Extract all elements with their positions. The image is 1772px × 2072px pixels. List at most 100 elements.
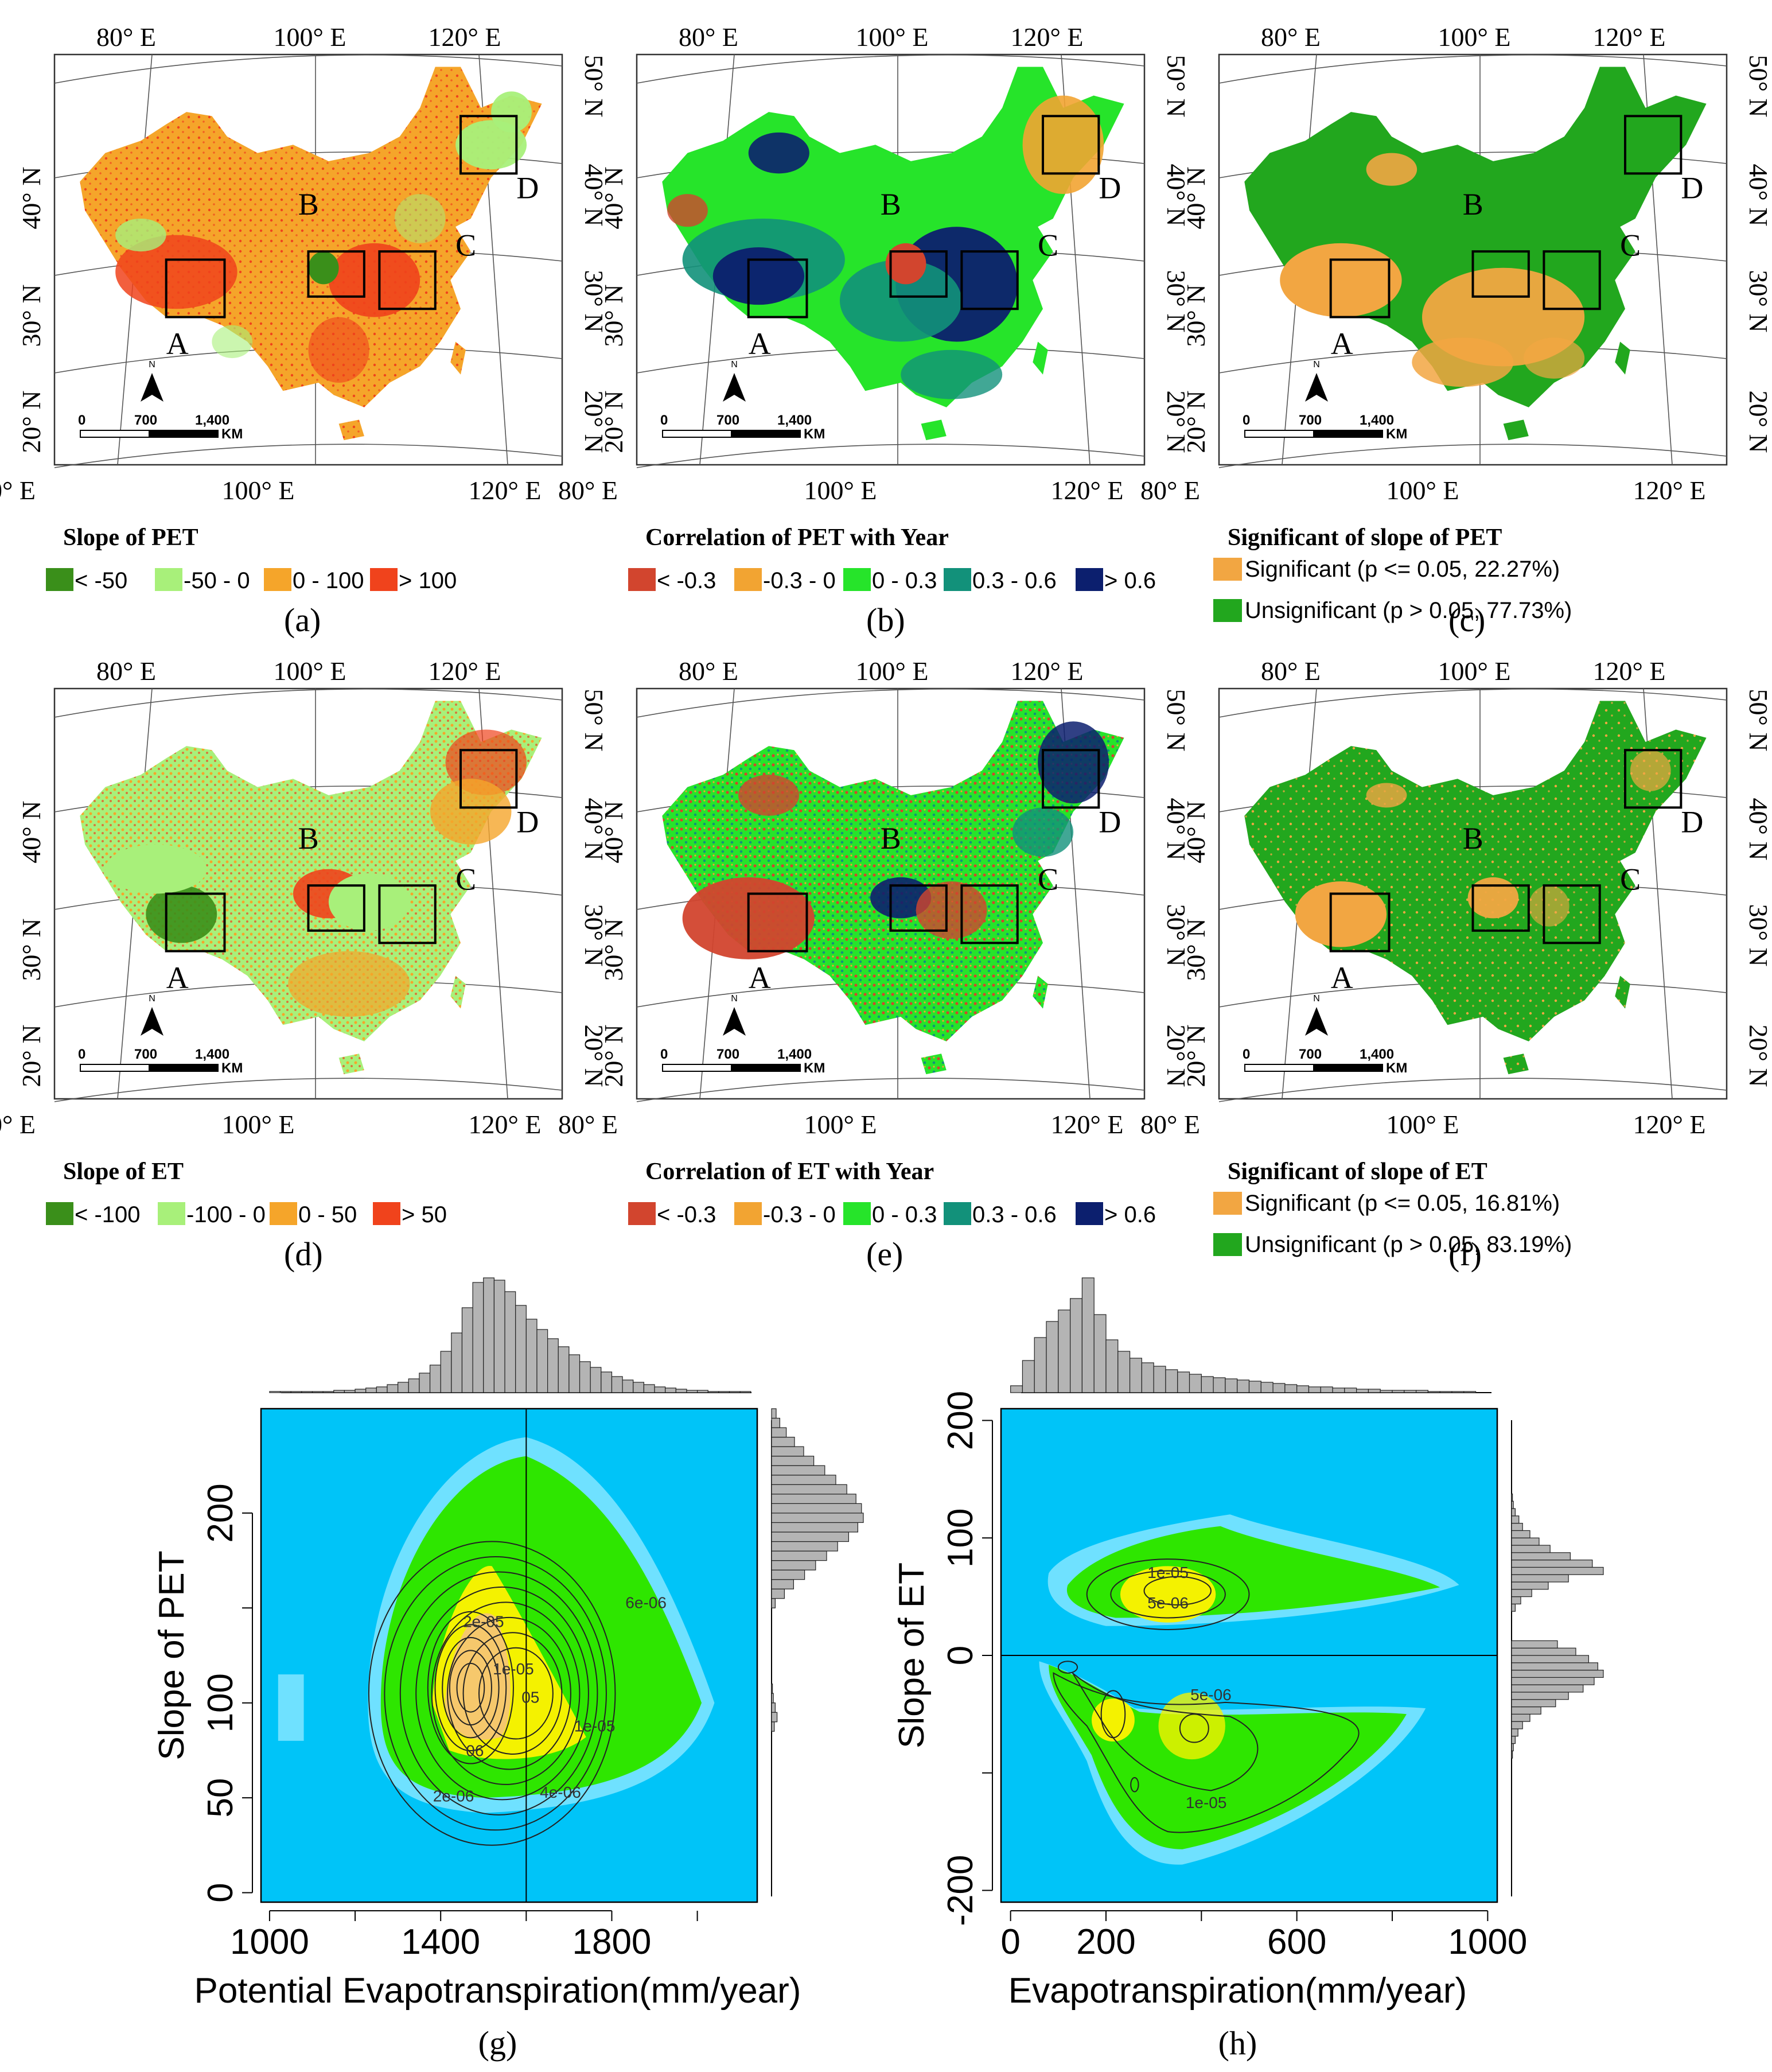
legend-swatch [1213, 599, 1242, 622]
right-histogram-bar [771, 1588, 785, 1599]
right-histogram-bar [771, 1712, 778, 1723]
top-histogram-bar [387, 1384, 399, 1393]
legend-item: < -100 [75, 1202, 141, 1227]
panel-letter: (g) [478, 2024, 517, 2062]
lon-tick-bottom: 80° E [558, 1110, 618, 1139]
top-histogram-bar [654, 1386, 666, 1393]
lon-tick-top: 100° E [856, 656, 929, 686]
density-yellow [1120, 1566, 1216, 1623]
study-box-label-d: D [516, 804, 539, 839]
study-box-label-c: C [1038, 228, 1058, 262]
scale-label-end: 1,400 [777, 1047, 812, 1062]
legend-swatch [628, 568, 656, 591]
top-histogram-bar [1213, 1377, 1226, 1393]
contour-label: 1e-05 [1147, 1564, 1189, 1581]
map-region [146, 885, 217, 943]
study-box-label-b: B [298, 821, 319, 856]
study-box-label-b: B [881, 187, 901, 221]
taiwan-land [1615, 975, 1630, 1009]
top-histogram-bar [547, 1338, 559, 1393]
legend-item: Significant (p <= 0.05, 22.27%) [1245, 557, 1560, 582]
scale-bar-white [1244, 430, 1314, 438]
study-box-d [459, 749, 518, 809]
lat-tick-left: 30° N [599, 284, 628, 347]
lon-tick-bottom: 80° E [1140, 476, 1200, 505]
legend-item: 0.3 - 0.6 [972, 568, 1057, 593]
scale-label-end: 1,400 [1360, 413, 1394, 428]
right-histogram-bar [771, 1550, 827, 1561]
hainan-land [338, 1054, 364, 1075]
top-histogram-bar [398, 1382, 409, 1393]
legend-title: Slope of PET [63, 524, 198, 551]
top-histogram-bar [729, 1391, 741, 1393]
north-label: N [149, 360, 155, 370]
top-histogram-bar [461, 1307, 473, 1393]
right-histogram-bar [771, 1446, 804, 1457]
lat-tick-right: 50° N [1744, 55, 1772, 117]
legend-swatch [155, 568, 182, 591]
top-histogram-bar [1308, 1386, 1321, 1393]
map-region [308, 251, 339, 285]
lon-tick-bottom: 100° E [1387, 1110, 1459, 1139]
scale-label-end: 1,400 [195, 413, 229, 428]
lon-tick-bottom: 100° E [1387, 476, 1459, 505]
top-histogram-bar [408, 1378, 420, 1393]
study-box-b [1471, 884, 1530, 932]
right-histogram-bar [1511, 1523, 1523, 1531]
contour-line [478, 1647, 554, 1740]
study-box-label-b: B [1463, 187, 1483, 221]
lat-tick-left: 20° N [599, 1024, 628, 1087]
contour-line [1179, 1713, 1209, 1743]
map-region [840, 259, 962, 342]
study-box-b [889, 250, 948, 298]
legend-swatch [628, 1202, 656, 1225]
study-box-b [1471, 250, 1530, 298]
map-region [328, 873, 410, 931]
top-histogram-bar [1225, 1378, 1238, 1393]
top-histogram-bar [686, 1390, 698, 1393]
top-histogram-bar [665, 1387, 676, 1393]
legend-item: Unsignificant (p > 0.05, 77.73%) [1245, 598, 1572, 623]
lat-tick-left: 30° N [1181, 918, 1210, 981]
lat-tick-left: 40° N [599, 800, 628, 863]
scale-label-mid: 700 [134, 413, 157, 428]
lon-tick-bottom: 100° E [804, 1110, 877, 1139]
lon-tick-top: 100° E [1438, 656, 1511, 686]
study-box-label-c: C [1620, 228, 1641, 262]
taiwan-land [1033, 341, 1048, 375]
map-region [445, 729, 527, 795]
legend-item: Unsignificant (p > 0.05, 83.19%) [1245, 1232, 1572, 1257]
top-histogram-bar [440, 1351, 452, 1393]
right-histogram-bar [771, 1465, 825, 1476]
study-box-label-c: C [1620, 862, 1641, 896]
top-histogram-bar [1093, 1314, 1107, 1393]
study-box-label-d: D [1099, 804, 1121, 839]
map-region [115, 235, 237, 309]
y-tick-label: 200 [941, 1391, 980, 1450]
study-box-b [307, 884, 365, 932]
right-histogram-bar [1511, 1603, 1516, 1612]
scale-label-unit: KM [221, 1060, 243, 1076]
top-histogram-bar [1117, 1351, 1131, 1393]
lat-tick-left: 30° N [1181, 284, 1210, 347]
contour-line [1130, 1776, 1139, 1793]
map-region [712, 247, 805, 305]
taiwan-land [1033, 975, 1048, 1009]
study-box-label-c: C [455, 862, 476, 896]
right-histogram-bar [1511, 1721, 1523, 1729]
study-box-a [165, 258, 226, 318]
map-region [1528, 885, 1570, 927]
study-box-c [960, 884, 1019, 944]
lat-tick-right: 20° N [579, 1024, 609, 1087]
top-histogram-bar [1189, 1374, 1202, 1393]
top-histogram-bar [1237, 1379, 1250, 1393]
map-region [455, 120, 527, 170]
top-histogram-bar [472, 1282, 484, 1393]
top-histogram-bar [739, 1391, 751, 1393]
lon-tick-top: 100° E [274, 656, 346, 686]
lat-tick-right: 20° N [1162, 390, 1191, 453]
